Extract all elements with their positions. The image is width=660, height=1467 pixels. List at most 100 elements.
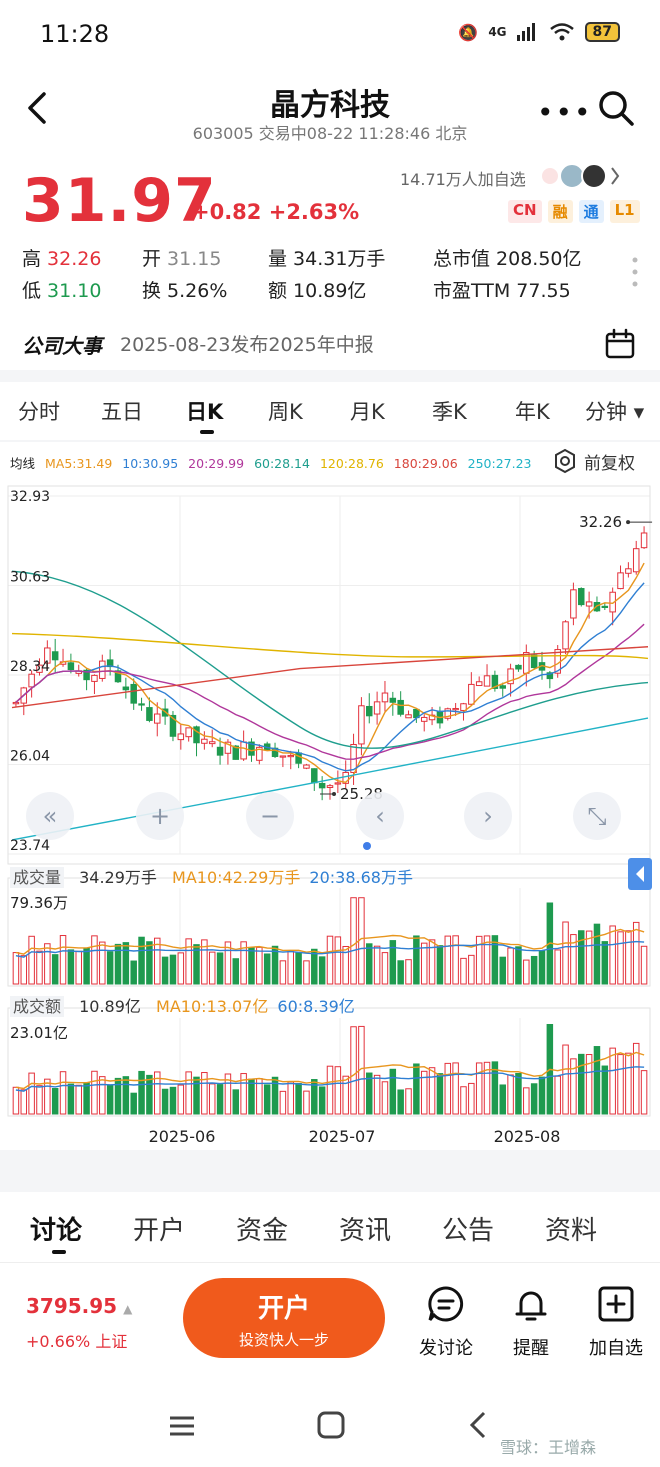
volume-bar: [224, 941, 232, 985]
volume-bar: [106, 951, 114, 985]
candle: [232, 745, 240, 760]
volume-bar: [99, 941, 106, 985]
volume-bar: [177, 952, 185, 985]
amount-bar: [232, 1089, 240, 1115]
wifi-icon: [549, 23, 574, 41]
tab-daily-k[interactable]: 日K: [186, 400, 224, 424]
home-icon[interactable]: [316, 1410, 346, 1440]
ma120-value: 120:28.76: [319, 456, 384, 471]
search-icon[interactable]: [596, 88, 636, 128]
stock-badges: CN 融 通 L1: [508, 200, 640, 223]
adjust-toggle[interactable]: 前复权: [552, 448, 635, 474]
volume-bar: [444, 935, 452, 985]
amount-bar: [83, 1082, 90, 1115]
volume-bar: [483, 935, 491, 985]
tab-monthly-k[interactable]: 月K: [350, 400, 385, 424]
tab-intraday[interactable]: 分时: [18, 400, 60, 424]
amount-bar: [201, 1072, 208, 1115]
tab-minute[interactable]: 分钟 ▾: [585, 400, 645, 424]
candle: [216, 746, 224, 756]
tab-announcements[interactable]: 公告: [442, 1216, 495, 1246]
more-button[interactable]: •••: [537, 96, 593, 129]
comment-icon: [428, 1286, 464, 1322]
stat-low-value: 31.10: [47, 280, 102, 302]
stat-amount-value: 10.89亿: [293, 280, 367, 302]
candle: [193, 726, 200, 744]
volume-bar: [342, 945, 349, 985]
watchers-count[interactable]: 14.71万人加自选: [400, 170, 526, 189]
volume-bar: [491, 935, 499, 985]
add-watchlist-button[interactable]: 加自选: [581, 1284, 651, 1360]
candle: [381, 692, 389, 703]
calendar-icon[interactable]: [604, 328, 636, 360]
candle: [609, 591, 616, 613]
back-nav-icon[interactable]: [466, 1410, 490, 1440]
amount-bar: [578, 1053, 585, 1115]
low-marker-dot: [332, 792, 336, 797]
index-price[interactable]: 3795.95 ▲: [26, 1294, 132, 1318]
amount-bar: [366, 1072, 373, 1115]
tab-news[interactable]: 资讯: [339, 1216, 392, 1246]
tab-discussion[interactable]: 讨论: [30, 1216, 83, 1246]
discuss-button[interactable]: 发讨论: [411, 1284, 481, 1360]
amount-bar: [271, 1076, 279, 1115]
amount-current: 10.89亿: [79, 997, 141, 1016]
candle: [640, 532, 648, 549]
volume-bar: [460, 957, 467, 985]
tab-open-account[interactable]: 开户: [133, 1216, 186, 1246]
tab-weekly-k[interactable]: 周K: [268, 400, 303, 424]
bell-icon: [515, 1291, 547, 1321]
amount-bar: [99, 1076, 106, 1115]
stats-more-icon[interactable]: [630, 256, 640, 288]
volume-bar: [475, 935, 483, 985]
menu-icon[interactable]: [168, 1412, 196, 1440]
volume-bar: [295, 952, 302, 985]
stat-pe-label: 市盈TTM: [433, 280, 511, 302]
tab-funds[interactable]: 资金: [236, 1216, 289, 1246]
tab-five-day[interactable]: 五日: [101, 400, 143, 424]
ma-label: 均线: [10, 456, 36, 471]
zoom-out-icon[interactable]: [246, 792, 294, 840]
candle: [342, 771, 349, 784]
watcher-avatars[interactable]: [542, 162, 622, 190]
collapse-arrow-icon[interactable]: [628, 858, 652, 890]
remind-button[interactable]: 提醒: [496, 1284, 566, 1360]
scroll-right-icon[interactable]: [464, 792, 512, 840]
volume-bar: [59, 935, 67, 985]
volume-bar: [413, 935, 420, 985]
open-account-button[interactable]: 开户 投资快人一步: [183, 1278, 385, 1358]
candle: [122, 686, 130, 691]
amount-bar: [67, 1083, 75, 1115]
current-price: 31.97: [22, 166, 217, 236]
company-events[interactable]: 公司大事 2025-08-23发布2025年中报: [0, 318, 660, 368]
back-button[interactable]: [20, 88, 60, 128]
fullscreen-icon[interactable]: [573, 792, 621, 840]
amount-bar: [413, 1063, 420, 1115]
tab-underline: [200, 430, 214, 434]
amount-title: 成交额: [10, 996, 65, 1017]
tab-quarterly-k[interactable]: 季K: [432, 400, 467, 424]
volume-bar: [515, 946, 522, 985]
candle: [295, 752, 302, 764]
amount-bar: [499, 1084, 506, 1115]
zoom-in-icon[interactable]: [136, 792, 184, 840]
candle: [318, 782, 326, 789]
separator: [0, 1262, 660, 1263]
volume-bar: [405, 959, 412, 985]
chart-frame: [7, 485, 651, 865]
tab-yearly-k[interactable]: 年K: [515, 400, 550, 424]
volume-bar: [51, 954, 59, 985]
candle: [578, 588, 585, 606]
stock-subtitle: 603005 交易中08-22 11:28:46 北京: [192, 124, 468, 143]
volume-bar: [366, 943, 373, 985]
rewind-icon[interactable]: [26, 792, 74, 840]
scroll-left-icon[interactable]: [356, 792, 404, 840]
volume-bar: [20, 955, 28, 985]
amount-legend: 成交额 10.89亿 MA10:13.07亿 60:8.39亿: [10, 993, 365, 1017]
tab-profile[interactable]: 资料: [545, 1216, 598, 1246]
volume-bar: [67, 949, 75, 985]
volume-bar: [326, 935, 334, 985]
candle: [146, 707, 153, 721]
candle: [483, 675, 491, 687]
